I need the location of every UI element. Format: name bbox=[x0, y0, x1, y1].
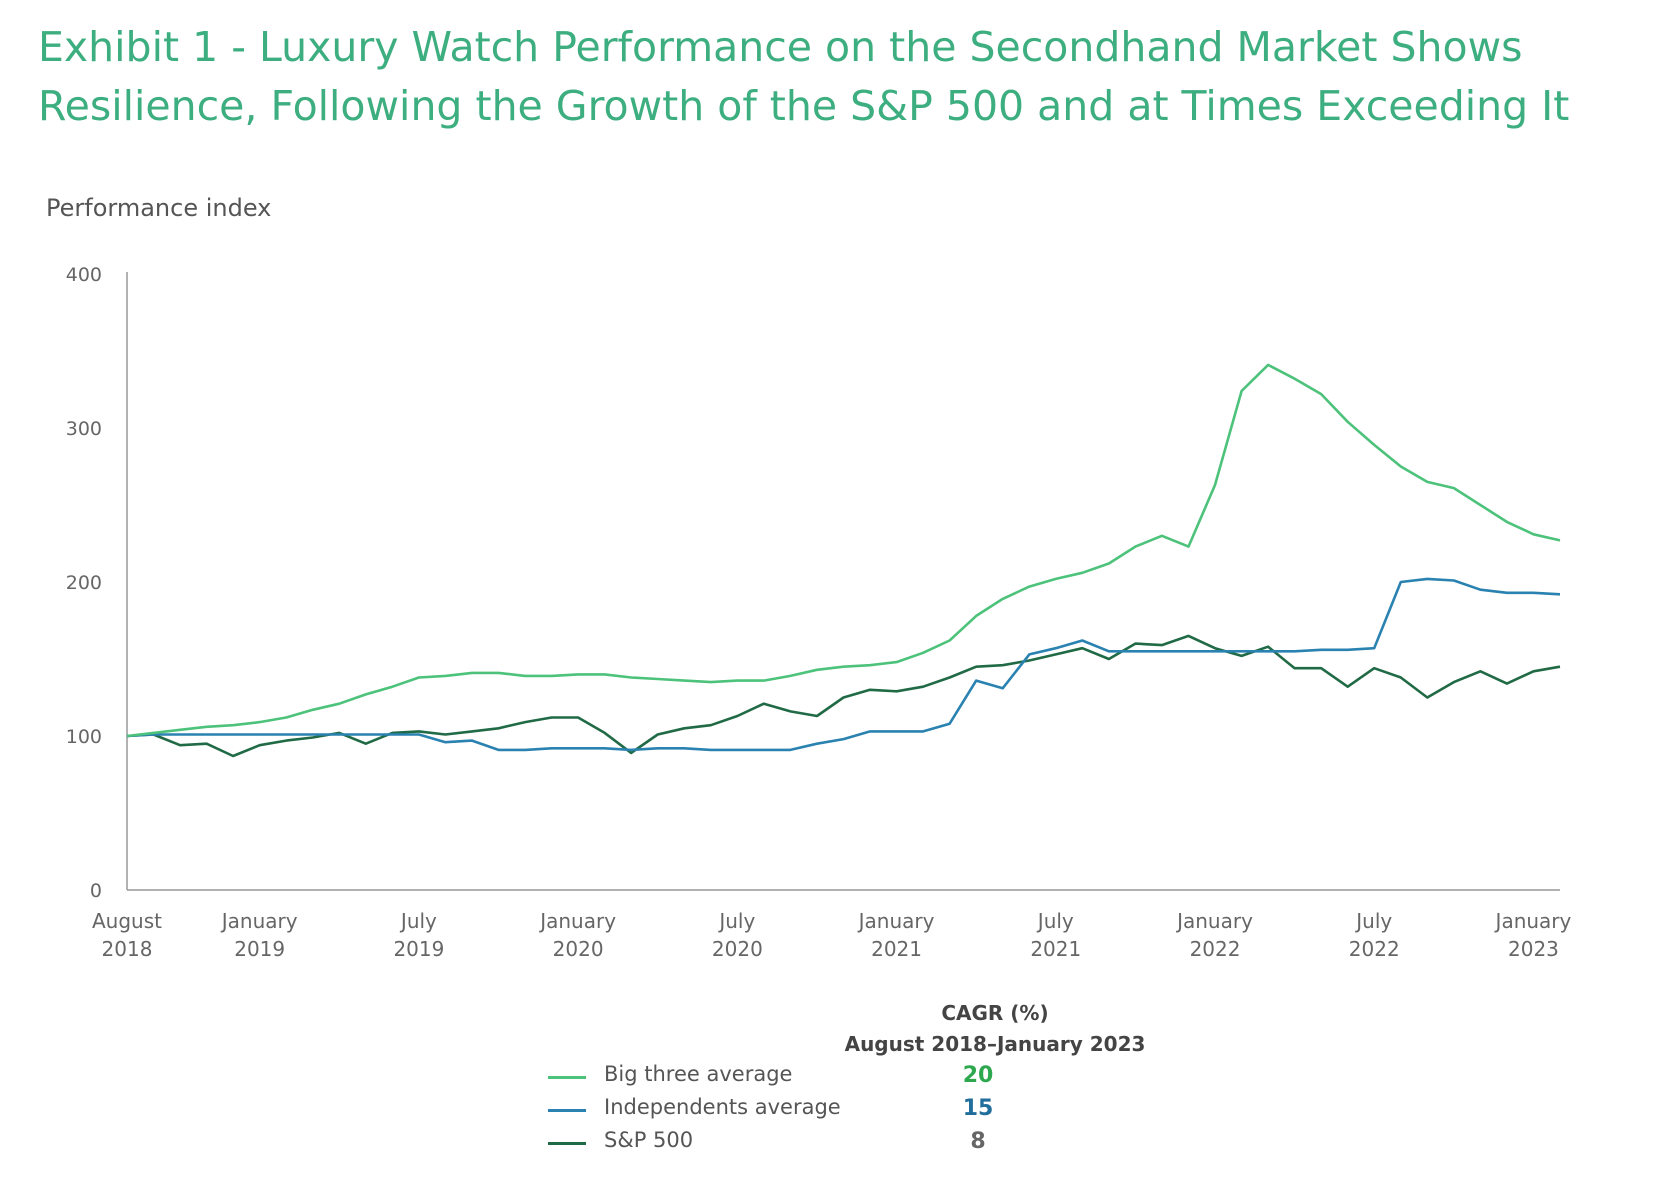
series-line-independents-average bbox=[126, 577, 1561, 752]
y-ticks: 0 100 200 300 400 bbox=[66, 264, 102, 902]
series-line-big-three-average bbox=[126, 363, 1561, 738]
legend-label-independents: Independents average bbox=[604, 1095, 841, 1119]
x-tick-label: January bbox=[1175, 909, 1253, 933]
x-tick-label-year: 2020 bbox=[553, 937, 604, 961]
legend-label-sp500: S&P 500 bbox=[604, 1128, 694, 1152]
y-tick-label: 200 bbox=[66, 572, 102, 594]
x-tick-label-year: 2023 bbox=[1508, 937, 1559, 961]
x-tick-label-year: 2022 bbox=[1349, 937, 1400, 961]
x-tick-label: August bbox=[92, 909, 162, 933]
y-tick-label: 0 bbox=[90, 880, 102, 902]
x-tick-label: July bbox=[717, 909, 755, 933]
legend: Big three average 20 Independents averag… bbox=[548, 1062, 1008, 1161]
y-tick-label: 300 bbox=[66, 418, 102, 440]
x-tick-label-year: 2020 bbox=[712, 937, 763, 961]
legend-item-big-three: Big three average 20 bbox=[548, 1062, 1008, 1095]
cagr-heading: CAGR (%) August 2018–January 2023 bbox=[820, 998, 1170, 1060]
x-tick-label: January bbox=[538, 909, 616, 933]
x-tick-label: July bbox=[1036, 909, 1074, 933]
x-tick-label-year: 2018 bbox=[102, 937, 153, 961]
y-tick-label: 100 bbox=[66, 726, 102, 748]
x-tick-label-year: 2019 bbox=[393, 937, 444, 961]
x-tick-label-year: 2021 bbox=[871, 937, 922, 961]
cagr-value-independents: 15 bbox=[962, 1096, 994, 1121]
x-tick-label-year: 2019 bbox=[234, 937, 285, 961]
cagr-value-big-three: 20 bbox=[962, 1063, 994, 1088]
cagr-heading-period: August 2018–January 2023 bbox=[844, 1032, 1146, 1056]
legend-label-big-three: Big three average bbox=[604, 1062, 793, 1086]
chart-axes bbox=[126, 272, 1560, 891]
x-tick-label-year: 2021 bbox=[1030, 937, 1081, 961]
cagr-value-sp500: 8 bbox=[970, 1129, 986, 1154]
x-tick-label: July bbox=[399, 909, 437, 933]
chart-title-line-1: Exhibit 1 - Luxury Watch Performance on … bbox=[38, 23, 1523, 71]
chart-title: Exhibit 1 - Luxury Watch Performance on … bbox=[38, 18, 1638, 136]
x-tick-label: July bbox=[1354, 909, 1392, 933]
x-tick-label: January bbox=[220, 909, 298, 933]
series-line-s-p-500 bbox=[126, 634, 1561, 758]
series-lines bbox=[126, 363, 1561, 758]
y-tick-label: 400 bbox=[66, 264, 102, 286]
y-axis-label: Performance index bbox=[46, 194, 272, 222]
x-ticks: August 2018 January 2019 July 2019 January 2020… bbox=[92, 909, 1572, 961]
cagr-heading-title: CAGR (%) bbox=[941, 1001, 1049, 1025]
legend-swatch-independents bbox=[548, 1109, 586, 1112]
x-tick-label: January bbox=[857, 909, 935, 933]
legend-swatch-sp500 bbox=[548, 1142, 586, 1145]
x-tick-label-year: 2022 bbox=[1190, 937, 1241, 961]
x-tick-label: January bbox=[1494, 909, 1572, 933]
chart-title-line-2: Resilience, Following the Growth of the … bbox=[38, 82, 1570, 130]
legend-swatch-big-three bbox=[548, 1076, 586, 1079]
legend-item-independents: Independents average 15 bbox=[548, 1095, 1008, 1128]
legend-item-sp500: S&P 500 8 bbox=[548, 1128, 1008, 1161]
